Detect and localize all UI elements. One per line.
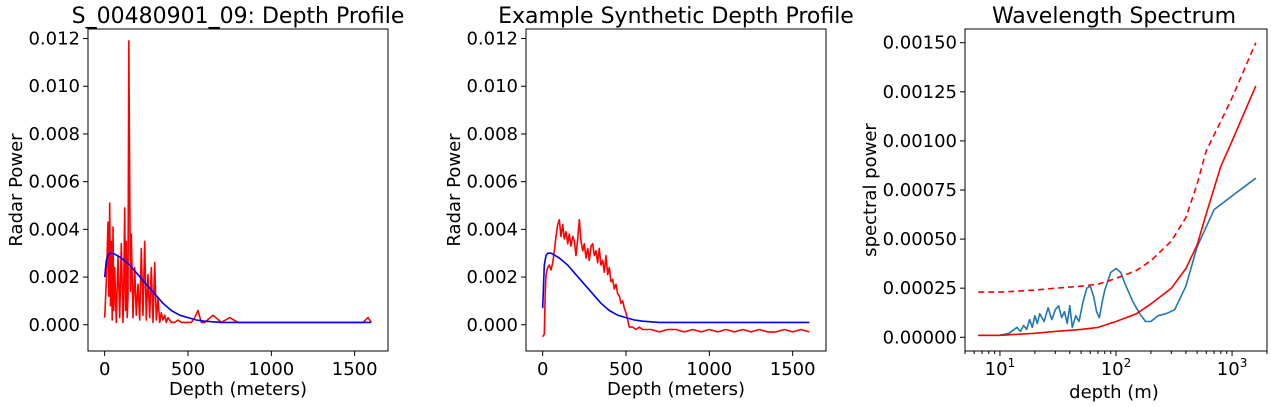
y-tick-label: 0.008 <box>466 124 518 145</box>
y-tick-label: 0.010 <box>28 76 80 97</box>
axis-ticks: 101 102 103 0.00000 0.00025 0.00050 0.00075 0.0… <box>883 33 1268 380</box>
y-tick-label: 0.002 <box>466 267 518 288</box>
wavelength-spectrum-chart: Wavelength Spectrum depth (m) spectral p… <box>860 4 1268 403</box>
x-axis-label: Depth (meters) <box>169 379 307 400</box>
y-tick-label: 0.00050 <box>883 229 957 250</box>
y-axis-label: Radar Power <box>444 133 465 247</box>
x-tick-label: 1000 <box>248 359 294 380</box>
y-tick-label: 0.00075 <box>883 180 957 201</box>
y-axis-label: Radar Power <box>6 133 27 247</box>
y-tick-label: 0.010 <box>466 76 518 97</box>
series-line-1 <box>542 219 810 338</box>
x-tick-label: 103 <box>1217 356 1248 380</box>
series-line-2 <box>978 85 1257 337</box>
x-tick-label: 102 <box>1101 356 1132 380</box>
chart-title: S_00480901_09: Depth Profile <box>72 4 405 29</box>
plot-area <box>541 219 810 338</box>
x-tick-label: 1500 <box>332 359 378 380</box>
x-tick-label: 500 <box>171 359 205 380</box>
y-tick-label: 0.012 <box>466 29 518 50</box>
plot-area <box>978 42 1257 337</box>
y-axis-label: spectral power <box>860 123 881 257</box>
y-tick-label: 0.00125 <box>883 82 957 103</box>
y-tick-label: 0.012 <box>28 29 80 50</box>
series-line-2 <box>103 252 372 324</box>
y-tick-label: 0.00025 <box>883 278 957 299</box>
x-axis-label: Depth (meters) <box>607 379 745 400</box>
x-tick-label: 101 <box>985 356 1016 380</box>
x-tick-label: 0 <box>537 359 548 380</box>
y-tick-label: 0.006 <box>28 172 80 193</box>
chart-title: Wavelength Spectrum <box>992 4 1236 29</box>
y-tick-label: 0.000 <box>28 315 80 336</box>
plot-area <box>103 40 372 324</box>
plot-frame <box>964 28 1268 352</box>
y-tick-label: 0.008 <box>28 124 80 145</box>
y-tick-label: 0.00100 <box>883 131 957 152</box>
plot-frame <box>87 28 389 352</box>
plot-frame <box>525 28 827 352</box>
y-tick-label: 0.00000 <box>883 327 957 348</box>
x-axis-label: depth (m) <box>1069 382 1159 403</box>
synthetic-depth-profile-chart: Example Synthetic Depth Profile Depth (m… <box>444 4 854 400</box>
chart-title: Example Synthetic Depth Profile <box>498 4 854 29</box>
y-tick-label: 0.006 <box>466 172 518 193</box>
series-line-3 <box>978 42 1257 293</box>
y-tick-label: 0.00150 <box>883 33 957 54</box>
x-tick-label: 500 <box>609 359 643 380</box>
x-tick-label: 0 <box>99 359 110 380</box>
depth-profile-chart: S_00480901_09: Depth Profile Depth (mete… <box>6 4 404 400</box>
y-tick-label: 0.000 <box>466 315 518 336</box>
axis-ticks: 0 500 1000 1500 0.000 0.002 0.004 0.006 0.008 0.0… <box>466 29 815 380</box>
x-tick-label: 1000 <box>686 359 732 380</box>
series-line-2 <box>541 252 810 324</box>
y-tick-label: 0.002 <box>28 267 80 288</box>
x-tick-label: 1500 <box>770 359 816 380</box>
y-tick-label: 0.004 <box>466 219 518 240</box>
series-line-1 <box>978 177 1257 337</box>
axis-ticks: 0 500 1000 1500 0.000 0.002 0.004 0.006 0.008 0.0… <box>28 29 377 380</box>
y-tick-label: 0.004 <box>28 219 80 240</box>
